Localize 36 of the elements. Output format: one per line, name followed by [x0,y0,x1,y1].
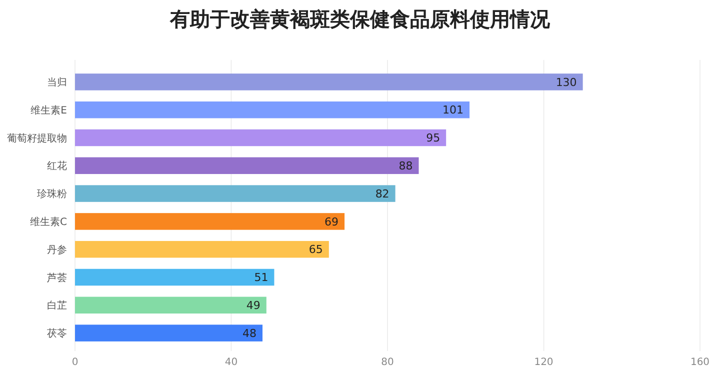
data-label: 51 [254,271,268,284]
x-tick-label: 160 [690,357,710,368]
data-label: 48 [242,326,256,340]
y-tick-label: 维生素E [30,104,67,116]
bar [75,240,329,258]
bar [75,213,345,230]
y-tick-label: 当归 [47,76,67,88]
bar [75,268,274,286]
data-label: 101 [442,104,464,117]
bar [75,74,583,90]
y-tick-label: 维生素C [30,216,68,228]
y-tick-label: 珍珠粉 [37,188,67,200]
y-tick-label: 红花 [47,160,67,172]
x-tick-label: 40 [224,357,238,368]
bar [75,129,446,146]
bar [75,324,262,342]
chart-title: 有助于改善黄褐斑类保健食品原料使用情况 [169,7,551,31]
x-tick-label: 80 [381,357,394,368]
y-tick-label: 芦荟 [47,272,67,284]
bar [75,296,266,314]
data-label: 95 [426,132,440,145]
y-tick-label: 茯苓 [47,328,67,340]
y-tick-label: 丹参 [47,244,67,256]
data-label: 130 [556,76,577,89]
x-tick-label: 120 [534,357,554,368]
y-tick-label: 葡萄籽提取物 [7,132,67,144]
data-label: 65 [308,243,323,256]
bar [75,157,419,174]
bar [75,101,470,118]
data-label: 69 [324,215,339,228]
data-label: 49 [246,299,260,312]
y-tick-label: 白芷 [47,300,67,312]
x-tick-label: 0 [72,357,78,368]
data-label: 88 [398,160,413,172]
bar [75,185,396,202]
data-label: 82 [375,187,390,200]
